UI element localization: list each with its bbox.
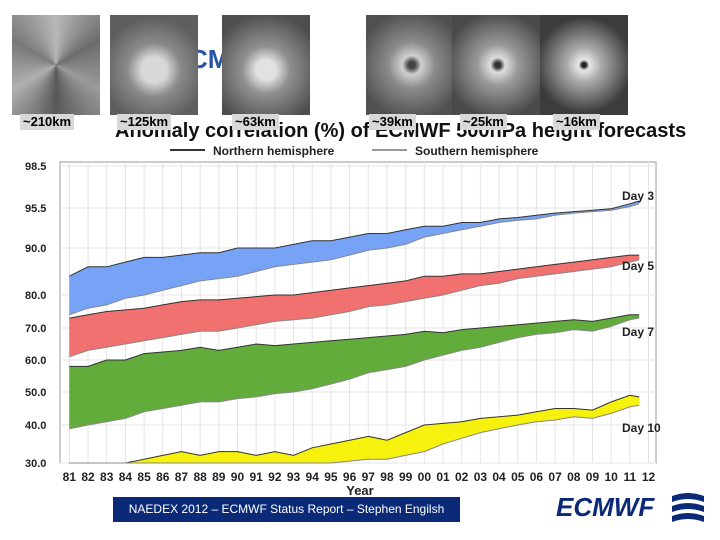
day-10-southern-line: [69, 404, 640, 464]
legend-label-northern: Northern hemisphere: [213, 144, 335, 158]
pixelated-cyclone-image: [366, 15, 454, 115]
x-tick-label: 84: [119, 470, 133, 484]
pixelated-cyclone-image: [222, 15, 310, 115]
x-tick-label: 12: [642, 470, 656, 484]
day-10-band: [69, 395, 640, 463]
x-tick-label: 92: [268, 470, 282, 484]
x-tick-label: 07: [548, 470, 562, 484]
x-tick-label: 04: [492, 470, 506, 484]
x-tick-label: 98: [380, 470, 394, 484]
x-tick-label: 99: [399, 470, 413, 484]
x-tick-label: 97: [362, 470, 376, 484]
day-3-northern-line: [69, 200, 640, 277]
pixelated-cyclone-image: [540, 15, 628, 115]
x-tick-label: 85: [137, 470, 151, 484]
x-tick-label: 90: [231, 470, 245, 484]
y-tick-label: 40.0: [25, 420, 46, 432]
day-7-band: [69, 314, 640, 429]
day-7-southern-line: [69, 317, 640, 430]
cyclone-thumbnail-16km: [540, 15, 628, 115]
y-tick-label: 80.0: [25, 290, 46, 302]
day-5-southern-line: [69, 259, 640, 358]
footer-caption: NAEDEX 2012 – ECMWF Status Report – Step…: [113, 497, 460, 522]
pixelated-cyclone-image: [110, 15, 198, 115]
x-tick-label: 02: [455, 470, 469, 484]
y-tick-label: 30.0: [25, 458, 46, 470]
day-5-band: [69, 255, 640, 357]
resolution-label: ~25km: [460, 114, 507, 130]
pixelated-cyclone-image: [12, 15, 100, 115]
resolution-label: ~39km: [369, 114, 416, 130]
day-5-label: Day 5: [622, 259, 654, 273]
y-tick-label: 50.0: [25, 387, 46, 399]
y-tick-label: 60.0: [25, 355, 46, 367]
x-tick-label: 91: [249, 470, 263, 484]
ecmwf-logo-icon: [672, 493, 704, 522]
x-tick-label: 89: [212, 470, 226, 484]
cyclone-thumbnail-39km: [366, 15, 454, 115]
y-tick-label: 98.5: [25, 161, 46, 173]
cyclone-thumbnail-63km: [222, 15, 310, 115]
resolution-label: ~210km: [20, 114, 75, 130]
x-tick-label: 10: [604, 470, 618, 484]
x-tick-label: 03: [474, 470, 488, 484]
y-tick-label: 90.0: [25, 243, 46, 255]
x-tick-label: 86: [156, 470, 170, 484]
y-tick-label: 70.0: [25, 323, 46, 335]
pixelated-cyclone-image: [452, 15, 540, 115]
x-tick-label: 09: [586, 470, 600, 484]
x-tick-label: 88: [193, 470, 207, 484]
y-tick-label: 95.5: [25, 203, 46, 215]
x-axis-title: Year: [346, 483, 373, 498]
x-tick-label: 83: [100, 470, 114, 484]
day-7-label: Day 7: [622, 325, 654, 339]
day-5-northern-line: [69, 254, 640, 319]
x-tick-label: 94: [306, 470, 320, 484]
x-tick-label: 11: [623, 470, 636, 484]
x-tick-label: 00: [418, 470, 432, 484]
x-tick-label: 05: [511, 470, 525, 484]
day-10-label: Day 10: [622, 421, 661, 435]
ecmwf-logo-text: ECMWF: [556, 492, 655, 522]
x-tick-label: 01: [436, 470, 450, 484]
cyclone-thumbnail-25km: [452, 15, 540, 115]
day-3-southern-line: [69, 203, 640, 316]
day-3-label: Day 3: [622, 189, 654, 203]
cyclone-thumbnail-210km: [12, 15, 100, 115]
day-10-northern-line: [69, 394, 640, 464]
x-tick-label: 82: [81, 470, 95, 484]
x-tick-label: 95: [324, 470, 338, 484]
x-tick-label: 08: [567, 470, 581, 484]
x-tick-label: 87: [175, 470, 189, 484]
resolution-label: ~63km: [232, 114, 279, 130]
x-tick-label: 06: [530, 470, 544, 484]
x-tick-label: 96: [343, 470, 357, 484]
day-7-northern-line: [69, 314, 640, 367]
resolution-label: ~125km: [117, 114, 172, 130]
x-tick-label: 93: [287, 470, 301, 484]
legend-label-southern: Southern hemisphere: [415, 144, 539, 158]
cyclone-thumbnail-125km: [110, 15, 198, 115]
x-tick-label: 81: [63, 470, 77, 484]
resolution-label: ~16km: [553, 114, 600, 130]
